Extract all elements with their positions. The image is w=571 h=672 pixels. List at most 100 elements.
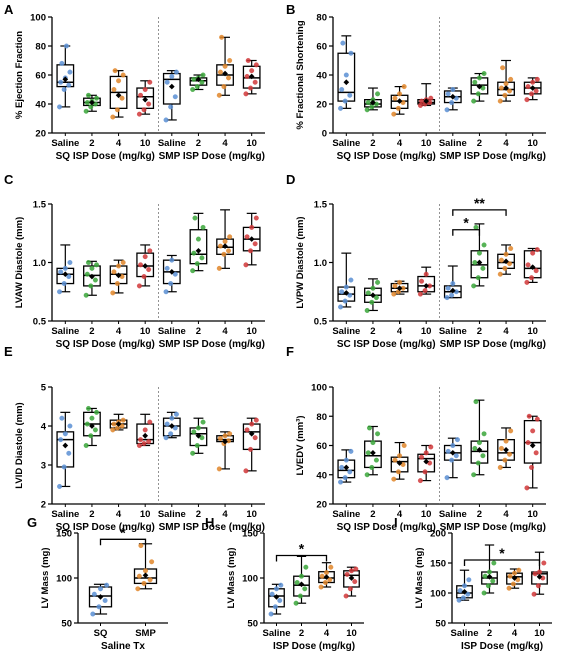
- data-point: [475, 91, 481, 97]
- x-tick-label: 2: [89, 326, 94, 337]
- x-tick-label: 4: [222, 138, 228, 149]
- panel-letter: E: [4, 344, 13, 359]
- data-point: [498, 445, 504, 451]
- panel-G: G 50 100 150 LV Mass (mg) SQ SMP Saline Tx *: [27, 515, 168, 652]
- data-point: [498, 257, 504, 263]
- x-tick-label: 2: [299, 628, 304, 639]
- data-point: [94, 95, 100, 101]
- box-0: [268, 582, 285, 617]
- box-2: [109, 413, 128, 433]
- data-point: [473, 399, 479, 405]
- mean-marker: [461, 588, 468, 595]
- data-point: [293, 600, 299, 606]
- data-point: [365, 450, 371, 456]
- data-point: [466, 577, 472, 583]
- significance-bracket: **: [452, 195, 507, 216]
- data-point: [503, 438, 509, 444]
- mean-marker: [62, 442, 69, 449]
- y-axis-label: LVEDV (mm³): [295, 416, 306, 476]
- panel-E: E 2 3 4 5 LVID Diastole (mm) Saline 2 4 10 SQ ISP …: [4, 344, 265, 533]
- y-tick-label: 5: [41, 383, 47, 394]
- data-point: [138, 262, 144, 268]
- data-point: [339, 464, 345, 470]
- data-point: [502, 265, 508, 271]
- data-point: [480, 265, 486, 271]
- data-point: [88, 104, 94, 110]
- box-6: [497, 427, 515, 470]
- data-point: [248, 248, 253, 254]
- data-point: [164, 421, 170, 427]
- data-point: [423, 450, 429, 456]
- x-tick-label: 4: [116, 326, 122, 337]
- data-point: [526, 413, 532, 419]
- mean-marker: [343, 290, 350, 296]
- mean-marker: [323, 574, 330, 580]
- mean-marker: [168, 83, 175, 90]
- data-point: [476, 440, 482, 446]
- data-point: [450, 443, 456, 448]
- y-tick-label: 40: [316, 470, 327, 481]
- mean-marker: [89, 423, 95, 429]
- data-point: [66, 82, 72, 88]
- data-point: [475, 460, 481, 466]
- data-point: [217, 436, 223, 441]
- data-point: [86, 92, 91, 98]
- data-point: [169, 257, 175, 263]
- y-tick-label: 20: [316, 500, 327, 511]
- data-point: [243, 91, 249, 97]
- data-point: [342, 475, 348, 481]
- data-point: [253, 417, 259, 423]
- data-point: [497, 98, 503, 104]
- data-point: [529, 464, 534, 470]
- box-3: [417, 444, 436, 484]
- x-tick-label: 10: [246, 138, 257, 149]
- significance-bracket: *: [463, 545, 541, 566]
- data-point: [58, 437, 64, 443]
- data-point: [191, 250, 197, 256]
- data-point: [142, 87, 148, 92]
- box-3: [136, 244, 155, 289]
- bracket-line: [99, 538, 147, 546]
- data-point: [89, 415, 95, 421]
- data-point: [533, 88, 539, 94]
- x-axis-label: SQ ISP Dose (mg/kg): [337, 522, 436, 533]
- data-point: [373, 457, 379, 463]
- mean-marker: [142, 96, 149, 103]
- x-tick-label: 4: [324, 628, 330, 639]
- data-point: [199, 79, 205, 85]
- data-point: [375, 91, 381, 97]
- data-point: [119, 95, 125, 101]
- data-point: [57, 484, 62, 489]
- panel-C: C 0.5 1.0 1.5 LVAW Diastole (mm) Saline 2 4 10 SQ…: [4, 172, 265, 350]
- box-0: [88, 582, 113, 617]
- mean-marker: [529, 85, 536, 91]
- bracket-line: [275, 554, 328, 562]
- data-point: [375, 279, 381, 285]
- box-7: [523, 76, 542, 103]
- mean-marker: [195, 76, 202, 83]
- data-point: [534, 76, 540, 82]
- box-4: [443, 265, 462, 301]
- data-point: [453, 453, 459, 459]
- mean-marker: [476, 83, 483, 90]
- x-tick-label: 2: [196, 326, 201, 337]
- mean-marker: [476, 259, 483, 266]
- data-point: [480, 453, 486, 459]
- data-point: [338, 304, 343, 310]
- data-point: [146, 267, 152, 272]
- data-point: [142, 254, 148, 260]
- mean-marker: [248, 73, 255, 80]
- significance-label: *: [299, 541, 305, 557]
- y-tick-label: 80: [35, 42, 46, 53]
- x-axis-label: ISP Dose (mg/kg): [461, 641, 543, 652]
- x-tick-label: 2: [487, 628, 492, 639]
- data-point: [397, 279, 403, 285]
- x-tick-label: SQ: [94, 628, 108, 639]
- data-point: [340, 40, 346, 46]
- data-point: [67, 69, 73, 75]
- box-0: [337, 252, 356, 310]
- data-point: [502, 457, 508, 463]
- data-point: [221, 84, 227, 90]
- data-point: [392, 95, 398, 101]
- data-point: [530, 250, 536, 256]
